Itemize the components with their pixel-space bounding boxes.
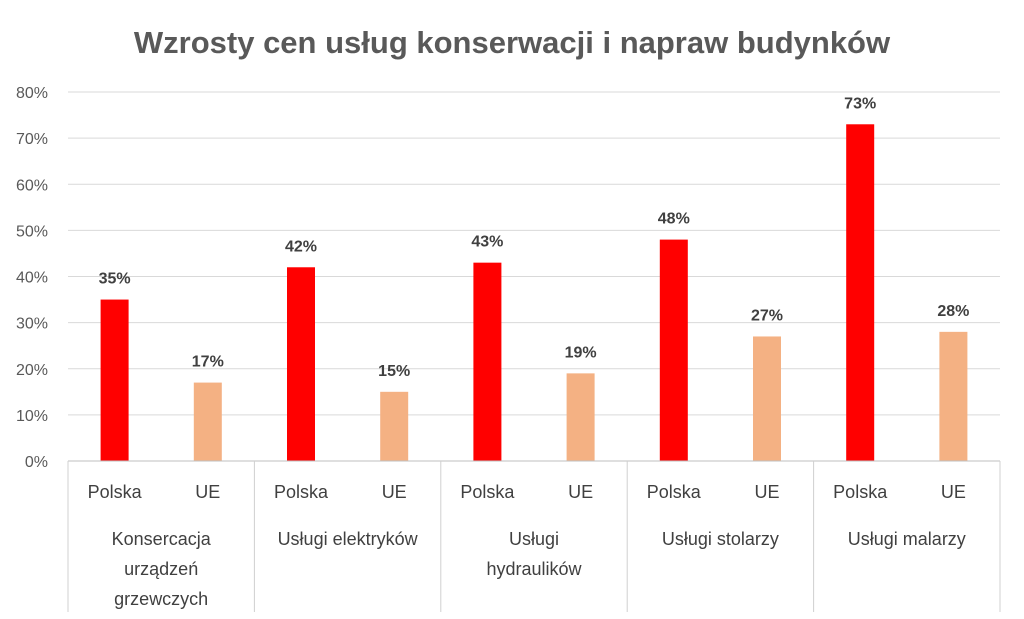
gridlines (68, 91, 1000, 416)
bar-ue (939, 331, 968, 461)
x-subcategory-label: Polska (647, 482, 702, 502)
x-subcategory-label: Polska (460, 482, 515, 502)
x-subcategory-label: Polska (833, 482, 888, 502)
x-subcategory-label: UE (754, 482, 779, 502)
y-tick-label: 30% (16, 316, 48, 333)
data-label: 48% (658, 211, 690, 228)
data-label: 43% (471, 234, 503, 251)
x-group-label: hydraulików (486, 559, 582, 579)
y-tick-label: 10% (16, 408, 48, 425)
x-group-label: Usługi (509, 529, 559, 549)
x-subcategory-label: Polska (274, 482, 329, 502)
data-label: 28% (937, 303, 969, 320)
chart-title: Wzrosty cen usług konserwacji i napraw b… (134, 25, 891, 60)
data-label: 73% (844, 95, 876, 112)
y-tick-label: 70% (16, 131, 48, 148)
y-tick-label: 20% (16, 362, 48, 379)
bar-polska (100, 299, 129, 461)
data-label: 19% (565, 344, 597, 361)
x-group-label: urządzeń (124, 559, 198, 579)
y-tick-label: 80% (16, 85, 48, 102)
bar-polska (659, 239, 688, 461)
x-group-label: Usługi malarzy (848, 529, 966, 549)
x-group-label: Usługi elektryków (278, 529, 419, 549)
x-subcategory-label: UE (382, 482, 407, 502)
bar-ue (566, 373, 595, 461)
x-subcategory-label: UE (941, 482, 966, 502)
y-tick-label: 50% (16, 223, 48, 240)
data-label: 15% (378, 363, 410, 380)
x-subcategory-label: UE (568, 482, 593, 502)
x-subcategory-label: Polska (88, 482, 143, 502)
y-tick-label: 40% (16, 270, 48, 287)
x-axis: Polska UE Konsercacja urządzeń grzewczych Pol… (67, 460, 1001, 612)
y-tick-label: 0% (25, 454, 48, 471)
bar-polska (473, 262, 502, 461)
bar-polska (846, 124, 875, 461)
y-tick-label: 60% (16, 177, 48, 194)
data-label: 17% (192, 354, 224, 371)
bar-ue (753, 336, 781, 461)
x-subcategory-label: UE (195, 482, 220, 502)
bars: 35% 17% 42% 15% 43% 19% 48% 27% 73% 28% (99, 95, 969, 461)
data-label: 42% (285, 238, 317, 255)
bar-ue (193, 382, 222, 461)
x-group-label: grzewczych (114, 589, 208, 609)
x-group-label: Konsercacja (112, 529, 212, 549)
bar-ue (380, 391, 409, 461)
x-group-label: Usługi stolarzy (662, 529, 779, 549)
y-axis: 0% 10% 20% 30% 40% 50% 60% 70% 80% (16, 85, 48, 471)
data-label: 27% (751, 307, 783, 324)
bar-polska (287, 267, 315, 461)
data-label: 35% (99, 271, 131, 288)
